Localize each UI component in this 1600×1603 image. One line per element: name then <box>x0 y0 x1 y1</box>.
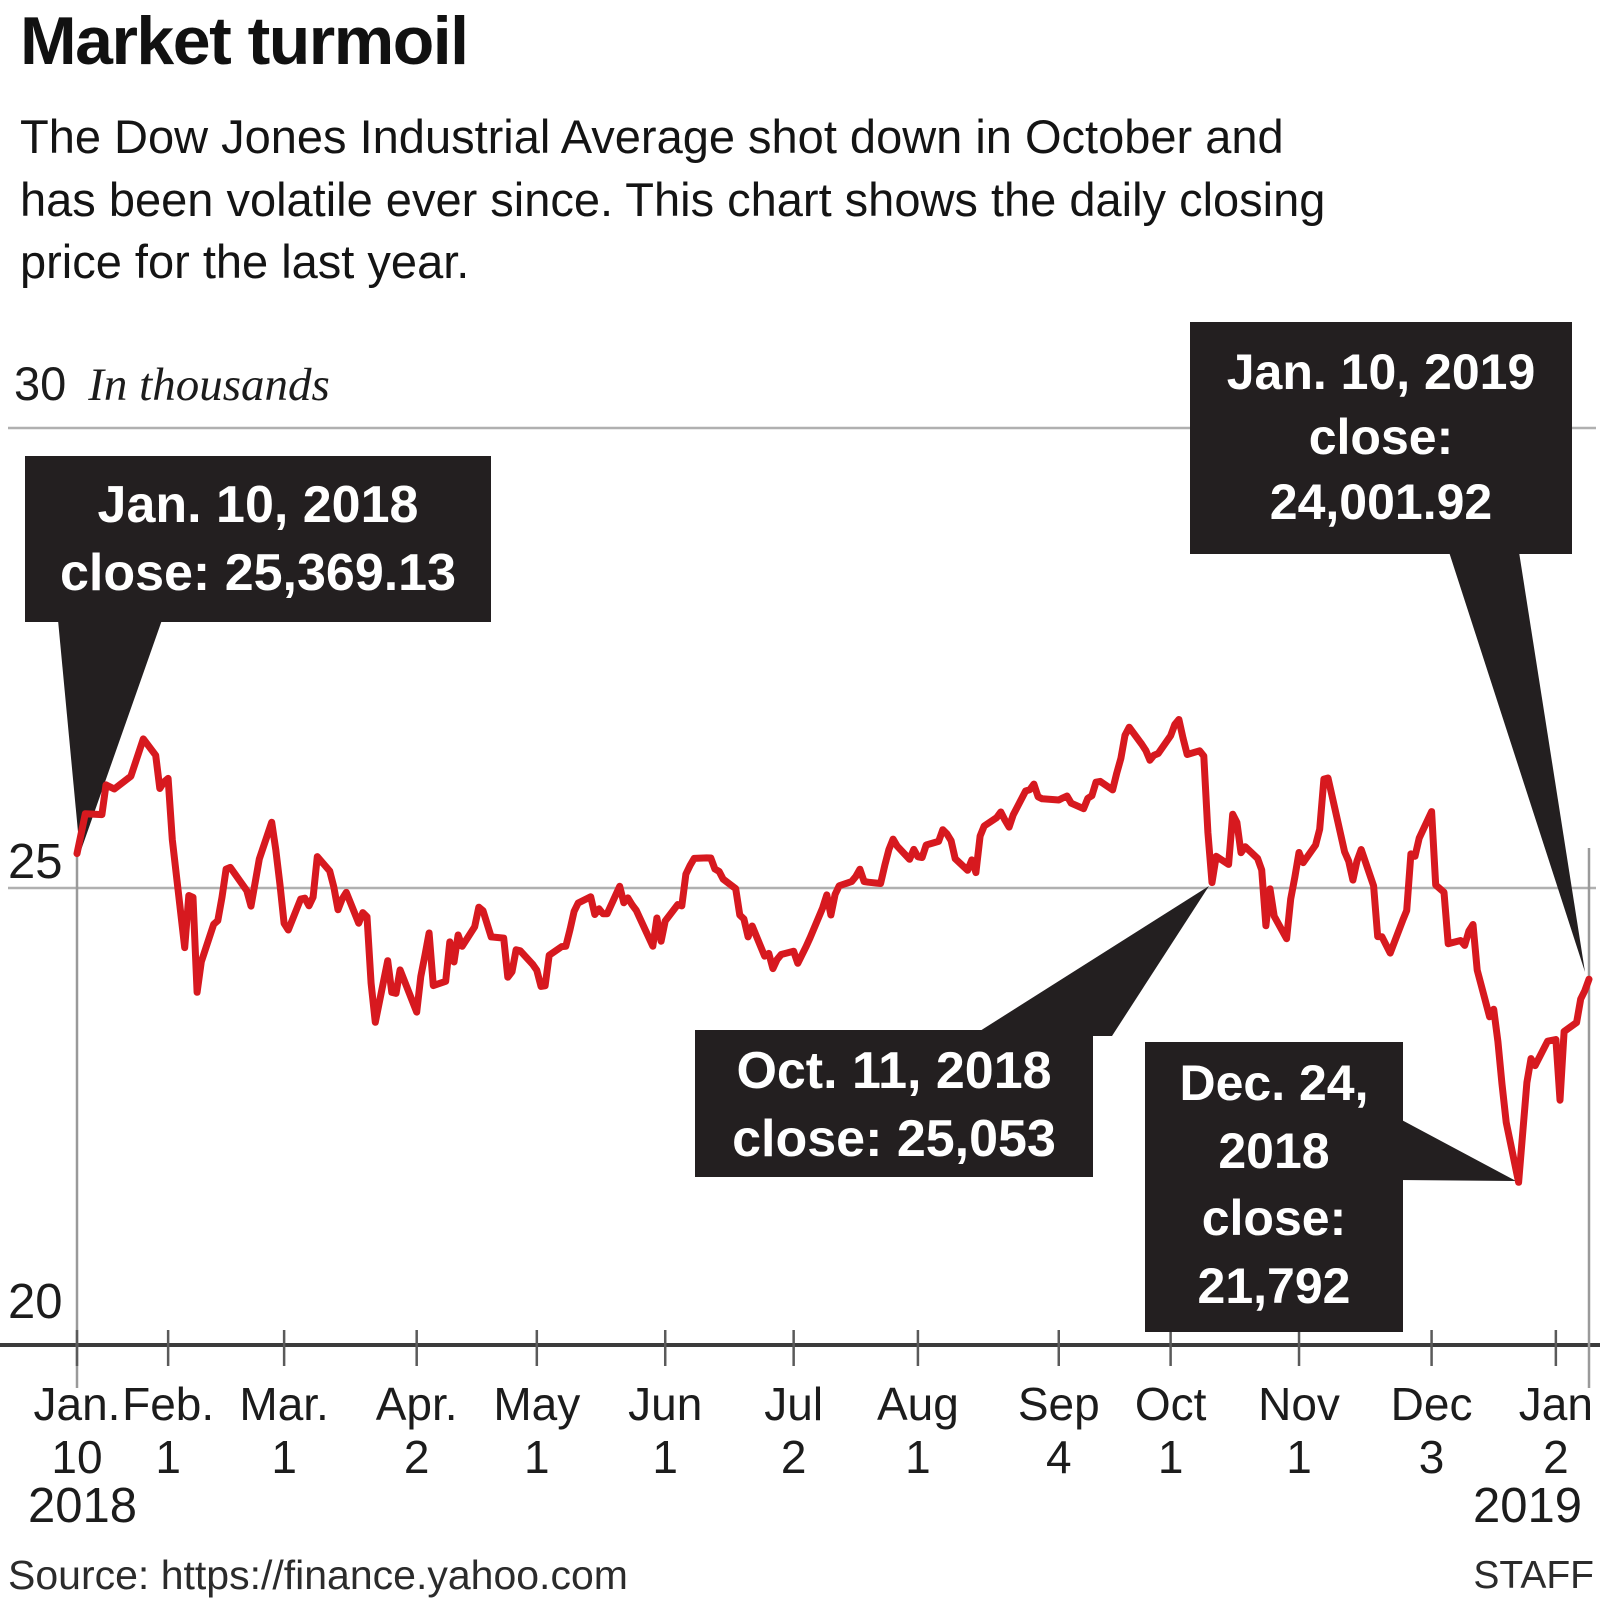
description-line-1: The Dow Jones Industrial Average shot do… <box>20 110 1284 163</box>
callout-jan2018-close: close: 25,369.13 <box>59 543 457 602</box>
month-ticks <box>75 1330 1558 1366</box>
y-axis-unit-note: In thousands <box>88 359 330 411</box>
staff-credit: STAFF <box>1473 1554 1594 1597</box>
year-label-2018: 2018 <box>28 1479 138 1533</box>
callout-jan2019: Jan. 10, 2019 close: 24,001.92 <box>1190 322 1572 554</box>
description-line-2: has been volatile ever since. This chart… <box>20 172 1326 226</box>
callout-oct2018-pointer <box>972 886 1209 1036</box>
y-label-20: 20 <box>8 1275 63 1329</box>
callout-jan2019-date: Jan. 10, 2019 <box>1226 344 1536 400</box>
description-line-3: price for the last year. <box>20 235 470 288</box>
page-title: Market turmoil <box>20 3 469 79</box>
callout-jan2018-date: Jan. 10, 2018 <box>97 476 419 534</box>
callout-oct2018: Oct. 11, 2018 close: 25,053 <box>695 1030 1093 1177</box>
y-label-30: 30 <box>14 357 67 410</box>
callout-jan2019-pointer <box>1449 552 1585 972</box>
callout-jan2019-close-label: close: <box>1308 409 1454 465</box>
callout-dec2018-close-label: close: <box>1201 1190 1347 1246</box>
callout-dec2018: Dec. 24, 2018 close: 21,792 <box>1145 1042 1403 1332</box>
callout-jan2019-close-value: 24,001.92 <box>1269 474 1493 530</box>
y-axis-top: 30 In thousands <box>14 356 330 412</box>
djia-line <box>73 716 1593 1186</box>
callout-jan2018-pointer <box>58 620 162 853</box>
source-note: Source: https://finance.yahoo.com <box>8 1552 628 1598</box>
year-label-2019: 2019 <box>1472 1479 1582 1533</box>
chart-description: The Dow Jones Industrial Average shot do… <box>20 106 1325 294</box>
callout-oct2018-close: close: 25,053 <box>732 1109 1056 1168</box>
callout-oct2018-date: Oct. 11, 2018 <box>736 1042 1052 1100</box>
callout-dec2018-date-1: Dec. 24, <box>1179 1055 1369 1111</box>
callout-dec2018-close-value: 21,792 <box>1197 1257 1351 1314</box>
callout-dec2018-pointer <box>1398 1118 1516 1181</box>
y-label-25: 25 <box>8 835 63 889</box>
callout-jan2018: Jan. 10, 2018 close: 25,369.13 <box>25 456 491 622</box>
callout-dec2018-date-2: 2018 <box>1218 1122 1330 1179</box>
